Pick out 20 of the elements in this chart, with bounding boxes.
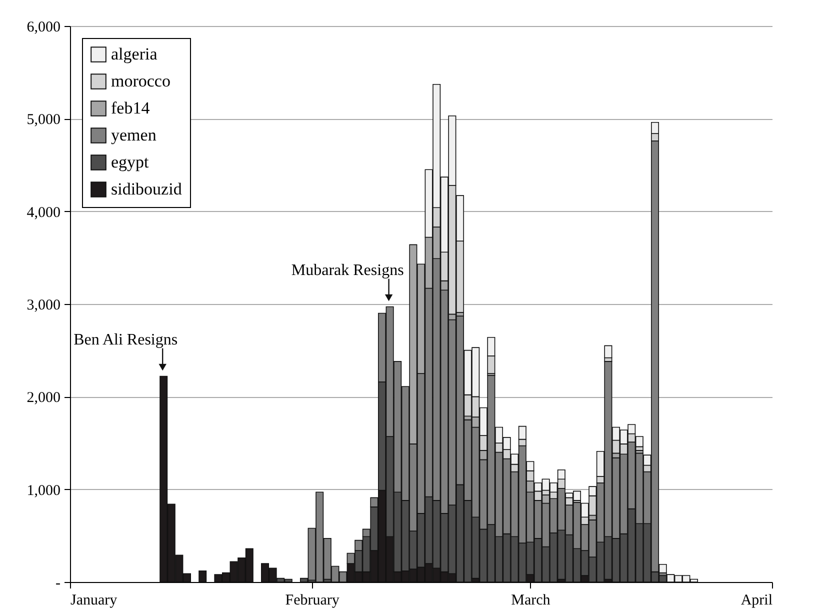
legend-label: morocco [111,72,170,90]
y-tick-label: - [56,576,60,592]
y-tick-label: 2,000 [26,390,60,406]
x-tick-label: April [740,592,772,608]
y-tick-label: 5,000 [26,112,60,128]
y-tick-label: 3,000 [26,298,60,314]
legend-label: feb14 [111,98,150,118]
y-tick-label: 6,000 [26,20,60,36]
annotation: Mubarak Resigns [291,262,404,279]
y-tick-label: 4,000 [26,204,60,221]
legend-label: algeria [111,44,158,64]
annotation: Ben Ali Resigns [74,331,178,348]
legend-label: egypt [111,152,150,172]
legend-label: yemen [111,126,157,144]
y-tick-label: 1,000 [26,482,60,499]
bar [604,345,612,358]
x-tick-label: March [511,592,551,608]
x-tick-label: February [285,592,340,608]
x-tick-label: January [70,592,118,608]
legend-label: sidibouzid [111,180,182,198]
